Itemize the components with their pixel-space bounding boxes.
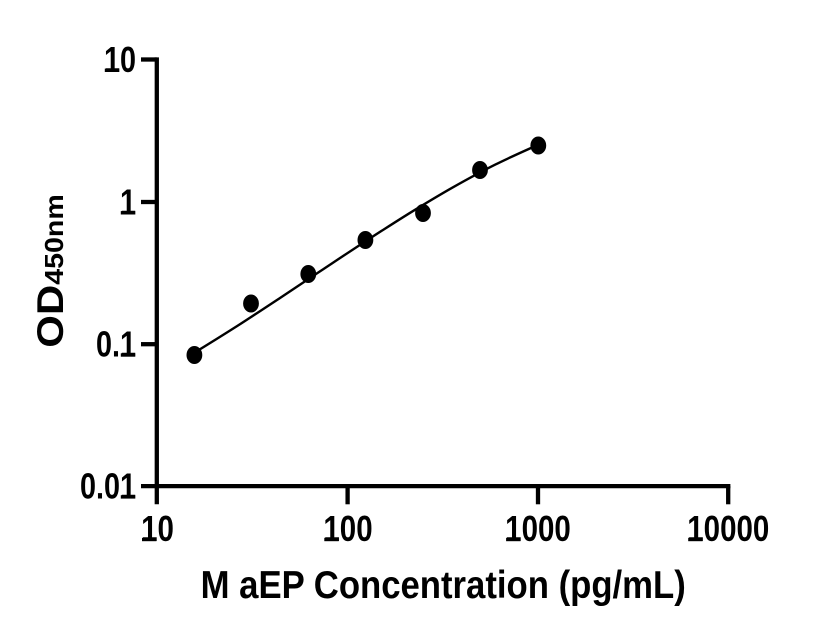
svg-text:10000: 10000 <box>687 508 769 548</box>
svg-text:1000: 1000 <box>505 508 571 548</box>
svg-text:100: 100 <box>323 508 372 548</box>
svg-text:0.01: 0.01 <box>80 465 136 506</box>
svg-text:1: 1 <box>120 181 136 222</box>
svg-text:10: 10 <box>104 39 136 80</box>
svg-text:M aEP Concentration (pg/mL): M aEP Concentration (pg/mL) <box>201 563 686 606</box>
svg-text:OD450nm: OD450nm <box>30 194 71 347</box>
svg-text:0.1: 0.1 <box>96 324 136 365</box>
svg-text:10: 10 <box>141 508 174 548</box>
